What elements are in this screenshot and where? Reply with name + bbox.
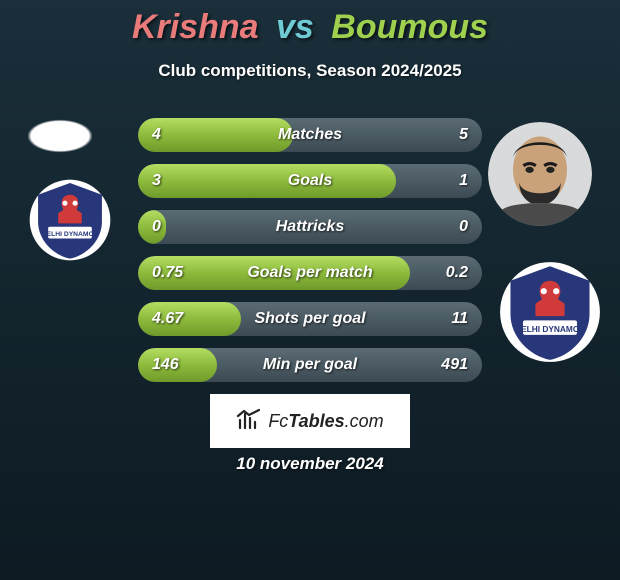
stat-label: Goals per match [138, 256, 482, 290]
stat-bar: 0.75Goals per match0.2 [138, 256, 482, 290]
stat-value-right: 491 [441, 348, 468, 382]
title-vs: vs [276, 8, 314, 46]
infographic-root: Krishna vs Boumous Club competitions, Se… [0, 0, 620, 580]
player1-avatar-placeholder [10, 100, 110, 172]
stat-value-right: 0 [459, 210, 468, 244]
footer-plate: FcTables.com [210, 394, 410, 448]
fctables-text: FcTables.com [268, 411, 383, 432]
title-player1: Krishna [132, 8, 259, 46]
stat-bar: 3Goals1 [138, 164, 482, 198]
stat-label: Min per goal [138, 348, 482, 382]
stat-label: Matches [138, 118, 482, 152]
fctables-prefix: Fc [268, 411, 288, 432]
stat-label: Shots per goal [138, 302, 482, 336]
shield-icon: DELHI DYNAMOS [498, 260, 602, 364]
stat-bar: 0Hattricks0 [138, 210, 482, 244]
title-player2: Boumous [331, 8, 488, 46]
svg-text:DELHI DYNAMOS: DELHI DYNAMOS [515, 324, 585, 334]
stat-value-right: 5 [459, 118, 468, 152]
date: 10 november 2024 [0, 454, 620, 474]
player1-club-badge: DELHI DYNAMOS [28, 178, 112, 262]
fctables-suffix: .com [345, 411, 384, 432]
face-icon [488, 122, 592, 226]
title: Krishna vs Boumous [0, 0, 620, 47]
stat-bar: 146Min per goal491 [138, 348, 482, 382]
player2-club-badge: DELHI DYNAMOS [498, 260, 602, 364]
shield-icon: DELHI DYNAMOS [28, 178, 112, 262]
player2-avatar [488, 122, 592, 226]
stat-bar: 4Matches5 [138, 118, 482, 152]
stat-label: Hattricks [138, 210, 482, 244]
fctables-logo-icon [236, 408, 262, 434]
stat-bar: 4.67Shots per goal11 [138, 302, 482, 336]
subtitle: Club competitions, Season 2024/2025 [0, 61, 620, 81]
fctables-bold: Tables [288, 411, 344, 432]
stat-value-right: 1 [459, 164, 468, 198]
stats-bars: 4Matches5 3Goals1 0Hattricks0 0.75Goals per… [138, 118, 482, 394]
svg-text:DELHI DYNAMOS: DELHI DYNAMOS [42, 231, 99, 238]
stat-value-right: 0.2 [446, 256, 468, 290]
stat-value-right: 11 [451, 302, 468, 336]
stat-label: Goals [138, 164, 482, 198]
